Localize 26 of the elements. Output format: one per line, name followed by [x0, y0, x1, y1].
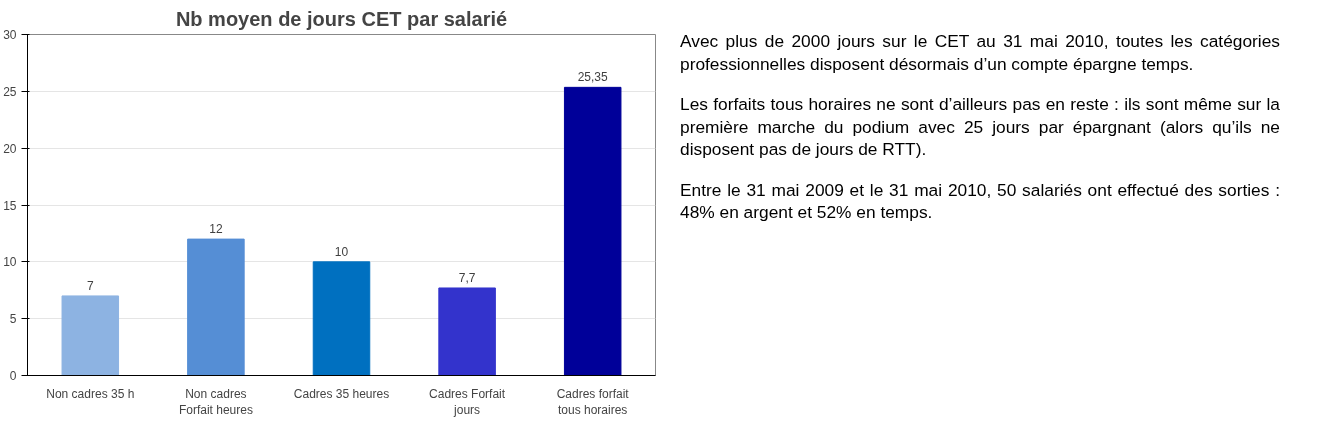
x-tick-label: Cadres Forfait jours	[429, 386, 506, 418]
data-label: 12	[209, 222, 223, 237]
data-label: 7	[86, 278, 94, 293]
y-tick-label: 30	[3, 28, 17, 42]
data-label: 7,7	[458, 270, 476, 285]
x-tick-label: Non cadres Forfait heures	[178, 386, 253, 418]
y-tick-label: 5	[9, 312, 17, 327]
bar	[438, 287, 496, 376]
x-tick-label: Cadres forfait tous horaires	[556, 386, 630, 418]
text: Avec plus de 2000 jours sur le CET au 31 mai 2010, toutes les catégories professionnelles disposent désormais d’un compte épargne temps.	[680, 30, 1280, 76]
y-tick-label: 20	[3, 141, 17, 156]
data-label: 25,35	[577, 70, 609, 85]
bar	[187, 238, 245, 376]
y-tick-label: 25	[3, 84, 17, 99]
x-tick-label: Cadres 35 heures	[293, 386, 390, 401]
chart-title: Nb moyen de jours CET par salarié	[175, 7, 508, 30]
bar	[61, 295, 120, 376]
data-label: 10	[334, 244, 349, 259]
y-tick-label: 15	[3, 198, 17, 213]
text: Les forfaits tous horaires ne sont d’ailleurs pas en reste : ils sont même sur la première marche du podium avec 25 jours par épargnant (alors qu’ils ne disposent pas de jours de RTT).	[680, 93, 1280, 161]
y-tick-label: 0	[9, 369, 17, 383]
x-tick-label: Non cadres 35 h	[46, 386, 135, 401]
bar	[563, 86, 622, 376]
bar	[312, 261, 371, 376]
text: Entre le 31 mai 2009 et le 31 mai 2010, 50 salariés ont effectué des sorties : 48% en argent et 52% en temps.	[680, 178, 1280, 224]
y-tick-label: 10	[3, 255, 17, 270]
